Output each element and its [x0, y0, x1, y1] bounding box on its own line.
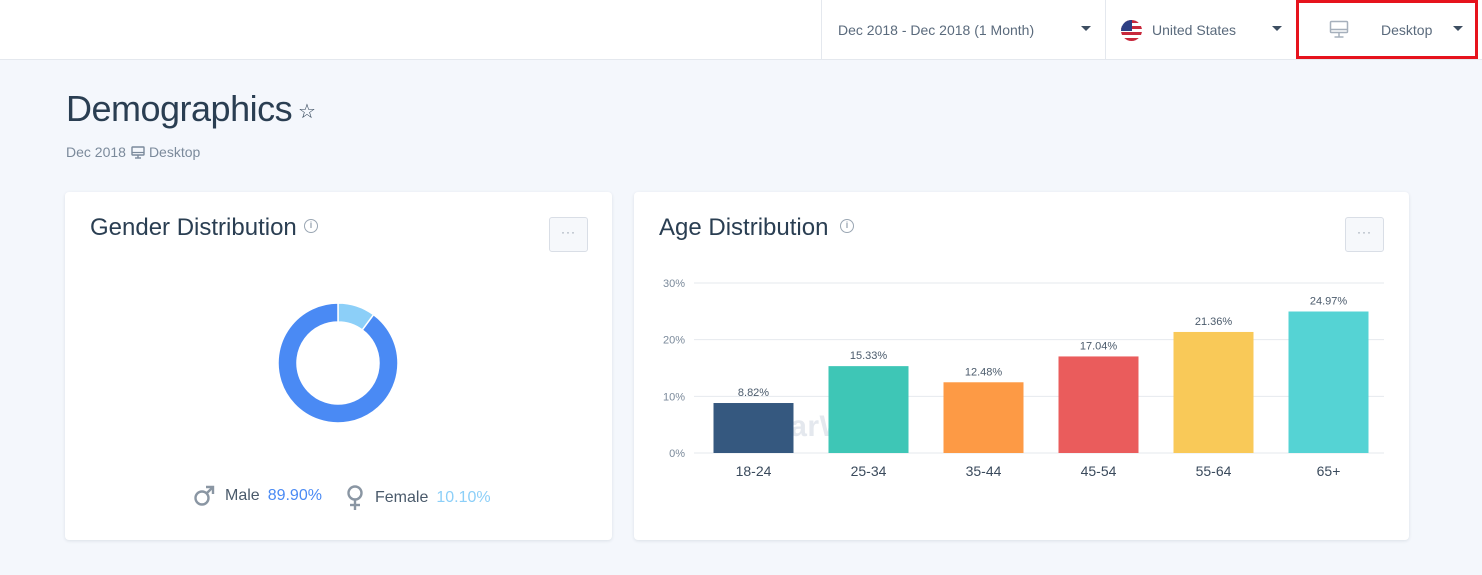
- bar-value-label: 8.82%: [738, 387, 769, 399]
- x-tick-label: 18-24: [736, 463, 772, 479]
- bar-value-label: 12.48%: [965, 366, 1003, 378]
- country-label: United States: [1152, 22, 1237, 38]
- male-symbol-icon: [194, 485, 215, 506]
- age-card-title: Age Distribution: [659, 214, 829, 241]
- favorite-star-icon[interactable]: ☆: [298, 101, 316, 123]
- x-tick-label: 45-54: [1081, 463, 1117, 479]
- gender-donut-chart: [277, 302, 399, 424]
- subtitle-device: Desktop: [148, 144, 201, 160]
- info-icon[interactable]: i: [304, 219, 318, 233]
- country-dropdown[interactable]: United States: [1105, 0, 1295, 60]
- bar-value-label: 24.97%: [1310, 296, 1348, 308]
- male-label: Male: [225, 487, 260, 504]
- bar-value-label: 17.04%: [1080, 340, 1118, 352]
- pie-slice-male: [277, 302, 399, 424]
- date-range-label: Dec 2018 - Dec 2018 (1 Month): [838, 22, 1035, 38]
- female-value: 10.10%: [436, 489, 491, 506]
- bar-value-label: 21.36%: [1195, 316, 1233, 328]
- x-tick-label: 35-44: [966, 463, 1002, 479]
- female-symbol-icon: [347, 485, 363, 510]
- bar-18-24: [713, 403, 794, 453]
- subtitle-date: Dec 2018: [66, 144, 126, 160]
- x-tick-label: 65+: [1317, 463, 1341, 479]
- bar-65+: [1288, 311, 1369, 453]
- female-label: Female: [375, 489, 429, 506]
- age-bar-chart: 0% 10% 20% 30% 8.82% 18-24 15.33% 25-34 12.48% 35…: [663, 278, 1384, 479]
- chevron-down-icon: [1081, 26, 1091, 31]
- page-subtitle: Dec 2018 Desktop: [66, 144, 200, 160]
- male-value: 89.90%: [267, 487, 322, 504]
- x-tick-label: 25-34: [851, 463, 887, 479]
- legend-female: Female 10.10%: [346, 485, 491, 511]
- card-menu-button[interactable]: ···: [1345, 217, 1384, 252]
- chevron-down-icon: [1453, 26, 1463, 31]
- y-tick-label: 10%: [663, 391, 685, 403]
- info-icon[interactable]: i: [840, 219, 854, 233]
- page-title: Demographics: [66, 88, 293, 129]
- x-tick-label: 55-64: [1196, 463, 1232, 479]
- bar-value-label: 15.33%: [850, 350, 888, 362]
- device-dropdown[interactable]: Desktop: [1296, 0, 1478, 59]
- bar-35-44: [943, 382, 1024, 453]
- y-tick-label: 30%: [663, 278, 685, 290]
- date-range-dropdown[interactable]: Dec 2018 - Dec 2018 (1 Month): [821, 0, 1105, 60]
- bar-25-34: [828, 366, 909, 453]
- y-tick-label: 20%: [663, 335, 685, 347]
- bar-55-64: [1173, 331, 1254, 453]
- gender-card-title: Gender Distribution: [90, 214, 297, 241]
- top-bar: Dec 2018 - Dec 2018 (1 Month) United Sta…: [0, 0, 1482, 60]
- desktop-icon: [131, 145, 145, 159]
- desktop-icon: [1329, 20, 1349, 38]
- us-flag-icon: [1121, 19, 1142, 41]
- gender-distribution-card: Gender Distribution i ··· Male 89.90% Fe…: [65, 192, 612, 540]
- device-label: Desktop: [1381, 22, 1433, 38]
- legend-male: Male 89.90%: [193, 485, 322, 507]
- bar-45-54: [1058, 356, 1139, 453]
- chevron-down-icon: [1272, 26, 1282, 31]
- y-tick-label: 0%: [669, 448, 685, 460]
- card-menu-button[interactable]: ···: [549, 217, 588, 252]
- age-distribution-card: Age Distribution i ··· SimilarWeb 0% 10% 2…: [634, 192, 1409, 540]
